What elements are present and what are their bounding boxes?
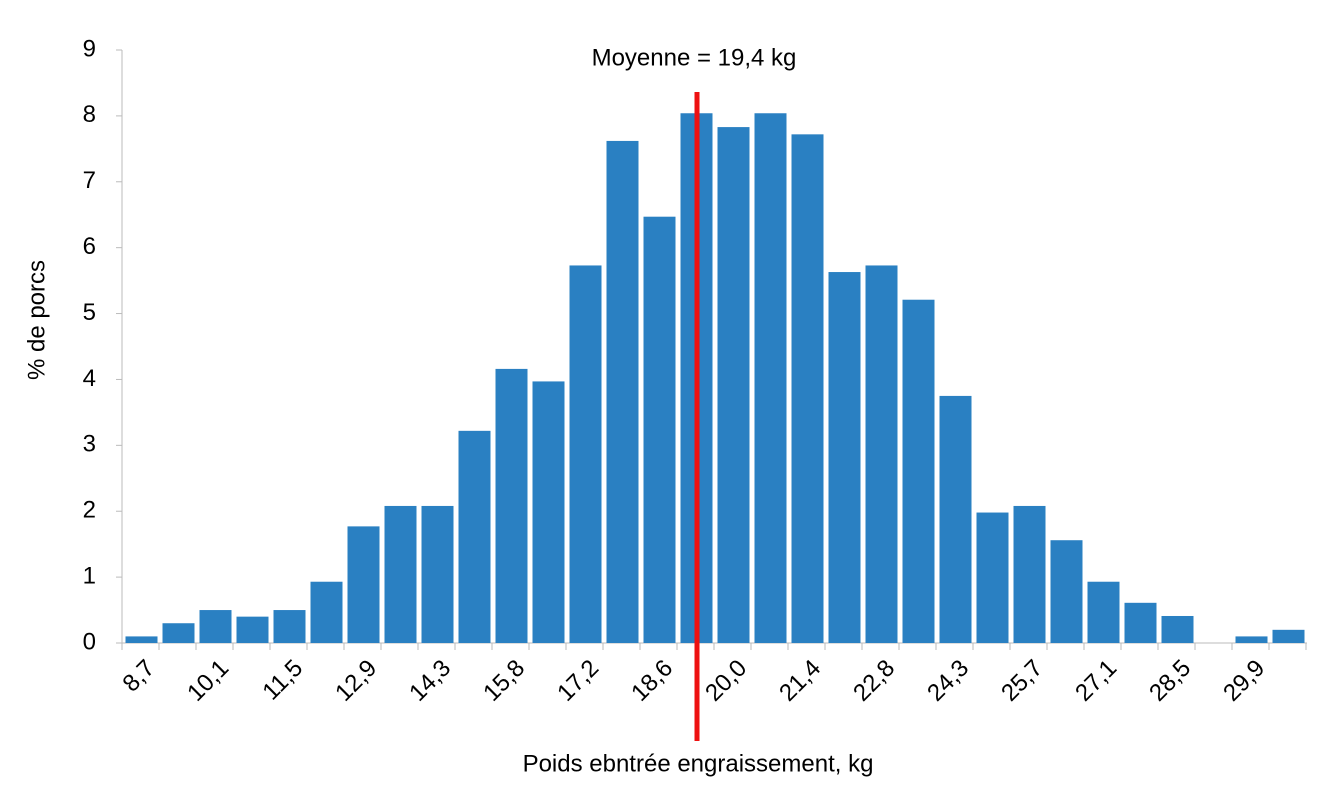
bar (199, 610, 232, 643)
y-axis-title: % de porcs (23, 260, 50, 380)
x-tick-label: 28,5 (1144, 655, 1196, 707)
bar (162, 623, 195, 643)
y-tick-label: 1 (83, 562, 96, 589)
bar (1272, 629, 1305, 643)
bar (717, 127, 750, 644)
x-tick-label: 24,3 (922, 655, 974, 707)
bar (421, 505, 454, 643)
x-tick-label: 14,3 (404, 655, 456, 707)
x-tick-label: 21,4 (774, 655, 826, 707)
x-tick-label: 12,9 (330, 655, 382, 707)
x-tick-label: 11,5 (257, 655, 308, 706)
x-tick-label: 20,0 (700, 655, 752, 707)
bar (310, 581, 343, 643)
bar (1050, 540, 1083, 643)
mean-annotation: Moyenne = 19,4 kg (592, 44, 797, 71)
y-tick-label: 8 (83, 101, 96, 128)
bar (1124, 602, 1157, 643)
bar (273, 610, 306, 643)
x-tick-label: 8,7 (118, 655, 161, 698)
bar (754, 113, 787, 643)
x-tick-label: 18,6 (626, 655, 678, 707)
bar (939, 395, 972, 643)
y-tick-label: 4 (83, 365, 96, 392)
x-tick-label: 17,2 (552, 655, 604, 707)
bar (569, 265, 602, 643)
x-tick-label: 29,9 (1218, 655, 1270, 707)
bar (1013, 505, 1046, 643)
bar (458, 430, 491, 643)
x-tick-label: 10,1 (182, 655, 234, 707)
y-tick-label: 9 (83, 35, 96, 62)
x-tick-label: 22,8 (848, 655, 900, 707)
y-tick-label: 5 (83, 299, 96, 326)
bar (347, 526, 380, 643)
x-tick-label: 27,1 (1070, 655, 1122, 707)
bar (236, 616, 269, 643)
bar (976, 512, 1009, 643)
bar (125, 636, 158, 643)
x-axis-title: Poids ebntrée engraissement, kg (523, 750, 874, 777)
y-tick-label: 2 (83, 497, 96, 524)
y-tick-label: 6 (83, 233, 96, 260)
bar (1161, 615, 1194, 643)
bar (495, 368, 528, 643)
bar (902, 299, 935, 643)
bar (1235, 636, 1268, 643)
x-tick-label: 15,8 (478, 655, 530, 707)
y-tick-label: 3 (83, 431, 96, 458)
bar (1087, 581, 1120, 643)
y-tick-label: 7 (83, 167, 96, 194)
bar (865, 265, 898, 643)
bar (791, 134, 824, 644)
bar (384, 505, 417, 643)
bar (532, 381, 565, 643)
x-tick-label: 25,7 (996, 655, 1048, 707)
bar (828, 272, 861, 643)
bar (643, 216, 676, 643)
y-tick-label: 0 (83, 628, 96, 655)
bar (606, 140, 639, 643)
